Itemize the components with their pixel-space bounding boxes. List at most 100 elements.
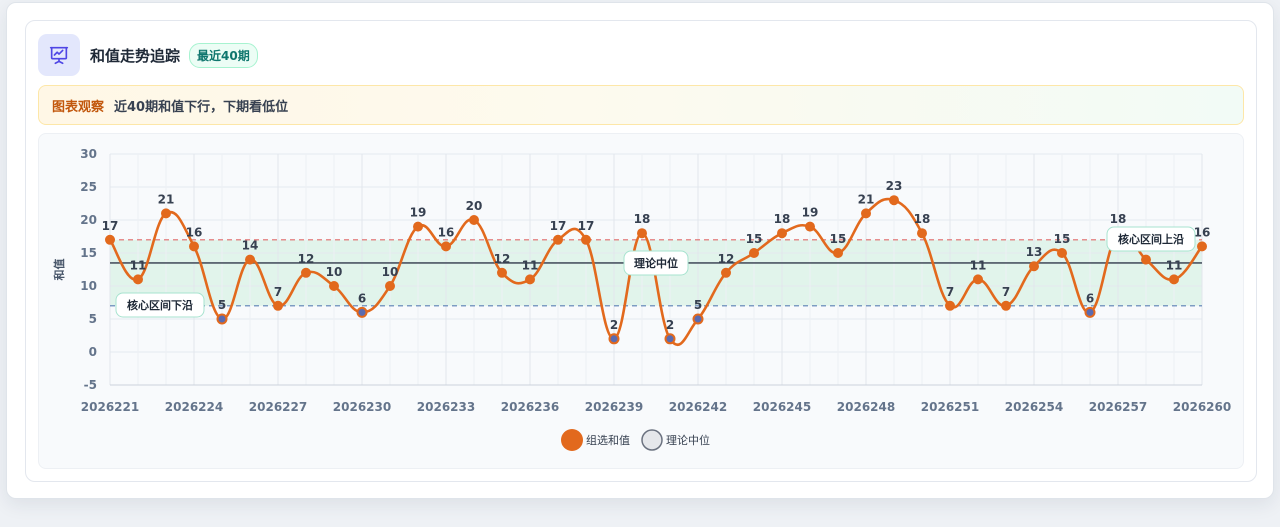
- data-point: [889, 195, 899, 206]
- data-label: 14: [242, 239, 259, 253]
- data-point: [133, 274, 143, 285]
- observation-label: 图表观察: [52, 99, 105, 115]
- data-label: 15: [830, 232, 847, 246]
- data-label: 20: [466, 199, 483, 213]
- data-point: [497, 267, 507, 278]
- data-label: 5: [218, 298, 226, 312]
- chart-card: 和值走势追踪 最近40期 图表观察 近40期和值下行，下期看低位 -5 0 5 10 1…: [25, 20, 1257, 482]
- data-point: [553, 234, 563, 245]
- data-label: 11: [970, 258, 987, 272]
- data-point: [637, 228, 647, 239]
- data-label: 18: [1110, 212, 1127, 226]
- upper-edge-annotation-box: [1106, 226, 1196, 252]
- x-tick-label: 2026251: [921, 400, 979, 414]
- data-label: 19: [410, 206, 427, 220]
- data-point: [721, 267, 731, 278]
- card-title: 和值走势追踪: [90, 46, 181, 65]
- data-point: [273, 300, 283, 311]
- x-tick-label: 2026242: [669, 400, 727, 414]
- data-point: [105, 234, 115, 245]
- data-point: [945, 300, 955, 311]
- data-label: 11: [522, 258, 539, 272]
- data-label: 17: [102, 219, 119, 233]
- median-annotation-box: [623, 250, 689, 276]
- data-point: [1197, 241, 1207, 252]
- data-point: [161, 208, 171, 219]
- legend-label-median: 理论中位: [666, 433, 710, 447]
- data-label: 15: [1054, 232, 1071, 246]
- upper-edge-annotation-text: 核心区间上沿: [1118, 232, 1184, 246]
- card-header: 和值走势追踪 最近40期: [38, 33, 258, 77]
- x-tick-label: 2026230: [333, 400, 391, 414]
- data-point: [833, 248, 843, 258]
- data-point: [805, 221, 815, 232]
- period-badge: 最近40期: [189, 42, 258, 68]
- data-label: 15: [746, 232, 763, 246]
- x-tick-label: 2026245: [753, 400, 811, 414]
- data-point: [189, 241, 199, 252]
- data-point: [777, 228, 787, 239]
- data-label: 6: [358, 291, 366, 305]
- observation-text: 近40期和值下行，下期看低位: [114, 99, 289, 115]
- lower-edge-annotation-text: 核心区间下沿: [127, 298, 193, 312]
- y-axis-label: 和值: [52, 259, 66, 281]
- data-label: 5: [694, 298, 702, 312]
- x-tick-label: 2026254: [1005, 400, 1063, 414]
- data-label: 13: [1026, 245, 1043, 259]
- data-point: [608, 333, 620, 345]
- data-point: [329, 281, 339, 291]
- data-label: 2: [666, 318, 674, 332]
- data-point: [917, 228, 927, 239]
- data-point: [245, 254, 255, 265]
- x-tick-label: 2026248: [837, 400, 895, 414]
- data-point: [692, 313, 704, 325]
- data-point: [413, 221, 423, 232]
- data-label: 18: [914, 212, 931, 226]
- data-point: [469, 215, 479, 225]
- plot-panel: -5 0 5 10 15 20 25 30 2026221 2026224 2026227 20262…: [38, 133, 1244, 469]
- data-label: 16: [438, 225, 455, 239]
- legend-swatch-median: [641, 429, 663, 451]
- x-tick-label: 2026239: [585, 400, 643, 414]
- data-point: [1084, 306, 1096, 318]
- data-label: 21: [858, 192, 875, 206]
- data-point: [301, 267, 311, 278]
- y-tick-label: 0: [89, 345, 97, 359]
- data-label: 19: [802, 206, 819, 220]
- data-label: 17: [578, 219, 595, 233]
- data-label: 11: [130, 258, 147, 272]
- y-tick-label: -5: [84, 378, 97, 392]
- y-tick-label: 25: [80, 180, 97, 194]
- x-tick-label: 2026221: [81, 400, 139, 414]
- legend-label-sum: 组选和值: [586, 433, 630, 447]
- legend-swatch-sum: [561, 429, 583, 451]
- lower-edge-annotation-box: [115, 292, 205, 318]
- data-label: 6: [1086, 291, 1094, 305]
- data-label: 23: [886, 179, 903, 193]
- data-label: 2: [610, 318, 618, 332]
- upper-edge-annotation: 核心区间上沿: [1106, 226, 1196, 252]
- data-point: [664, 333, 676, 345]
- data-label: 7: [274, 285, 282, 299]
- data-label: 10: [326, 265, 343, 279]
- lower-edge-annotation: 核心区间下沿: [115, 292, 205, 318]
- data-point: [1141, 254, 1151, 265]
- data-point: [356, 306, 368, 318]
- data-point: [1001, 300, 1011, 311]
- data-label: 16: [186, 225, 203, 239]
- x-tick-label: 2026236: [501, 400, 559, 414]
- y-tick-label: 20: [80, 213, 97, 227]
- data-label: 18: [634, 212, 651, 226]
- median-annotation: 理论中位: [623, 250, 689, 276]
- data-label: 17: [550, 219, 567, 233]
- x-tick-label: 2026227: [249, 400, 307, 414]
- y-tick-label: 15: [80, 246, 97, 260]
- data-label: 10: [382, 265, 399, 279]
- chart-observation-banner: 图表观察 近40期和值下行，下期看低位: [38, 85, 1244, 125]
- median-annotation-text: 理论中位: [634, 256, 678, 270]
- data-label: 12: [298, 252, 315, 266]
- data-label: 12: [718, 252, 735, 266]
- presentation-chart-icon: [38, 34, 80, 76]
- data-point: [525, 274, 535, 285]
